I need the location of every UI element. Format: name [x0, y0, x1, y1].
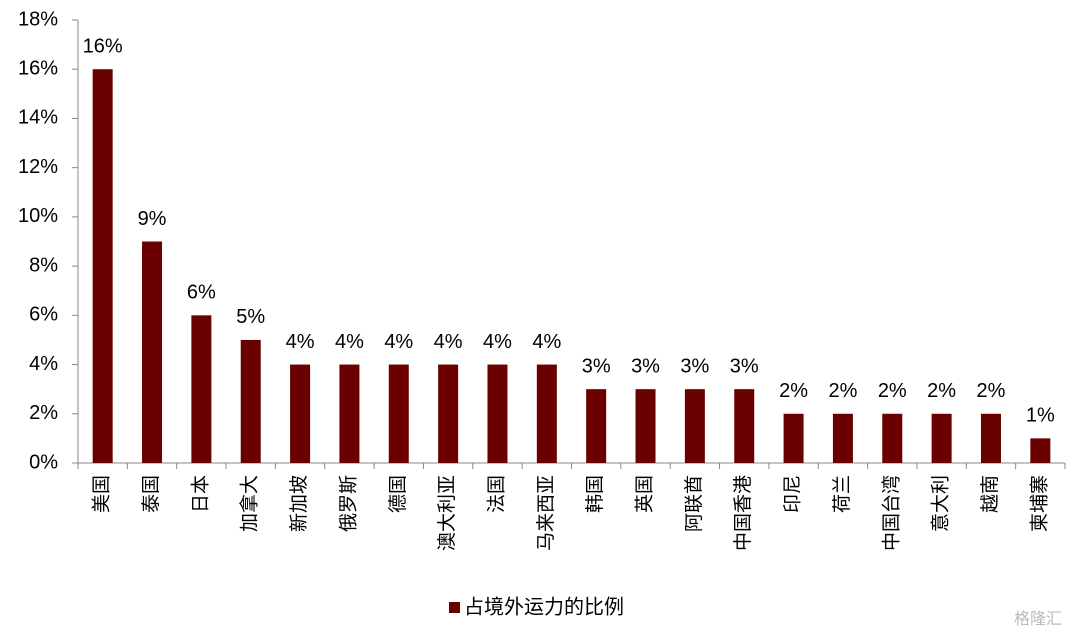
- y-tick-label: 16%: [18, 58, 58, 80]
- bar: [882, 413, 903, 463]
- bar: [92, 69, 113, 463]
- data-label: 16%: [83, 36, 123, 58]
- data-label: 2%: [927, 380, 956, 402]
- x-tick-label: 中国台湾: [880, 475, 902, 551]
- x-tick-label: 意大利: [930, 475, 952, 532]
- bar: [240, 339, 261, 463]
- data-label: 2%: [779, 380, 808, 402]
- y-tick-label: 12%: [18, 156, 58, 178]
- data-label: 6%: [187, 282, 216, 304]
- legend-label: 占境外运力的比例: [464, 595, 624, 618]
- x-tick-label: 法国: [485, 475, 507, 513]
- bar: [191, 315, 212, 463]
- bar: [388, 364, 409, 463]
- bar: [586, 389, 607, 463]
- bar: [832, 413, 853, 463]
- data-label: 3%: [680, 355, 709, 377]
- data-label: 3%: [730, 355, 759, 377]
- x-tick-label: 中国香港: [732, 475, 754, 551]
- x-tick-label: 印尼: [782, 475, 804, 513]
- x-tick-label: 阿联酋: [683, 475, 705, 532]
- data-label: 5%: [236, 306, 265, 328]
- x-tick-label: 俄罗斯: [337, 475, 359, 532]
- x-tick-label: 柬埔寨: [1028, 475, 1050, 532]
- data-label: 4%: [434, 331, 463, 353]
- data-label: 3%: [582, 355, 611, 377]
- data-label: 2%: [878, 380, 907, 402]
- x-tick-label: 荷兰: [831, 475, 853, 513]
- y-tick-label: 14%: [18, 107, 58, 129]
- y-tick-label: 6%: [29, 304, 58, 326]
- y-tick-label: 8%: [29, 254, 58, 276]
- y-tick-label: 2%: [29, 402, 58, 424]
- bar: [438, 364, 459, 463]
- y-tick-label: 0%: [29, 451, 58, 473]
- y-tick-label: 10%: [18, 205, 58, 227]
- data-label: 1%: [1026, 405, 1055, 427]
- x-tick-label: 韩国: [584, 475, 606, 513]
- bar: [635, 389, 656, 463]
- legend-swatch: [449, 602, 460, 613]
- data-label: 4%: [384, 331, 413, 353]
- bar: [734, 389, 755, 463]
- watermark: 格隆汇: [1014, 610, 1062, 628]
- bar: [142, 241, 163, 463]
- bar: [1030, 438, 1051, 463]
- data-label: 3%: [631, 355, 660, 377]
- x-tick-label: 美国: [91, 475, 113, 513]
- y-tick-label: 18%: [18, 8, 58, 30]
- data-label: 4%: [532, 331, 561, 353]
- x-tick-label: 泰国: [140, 475, 162, 513]
- data-label: 2%: [828, 380, 857, 402]
- bar: [684, 389, 705, 463]
- data-label: 4%: [335, 331, 364, 353]
- bar: [536, 364, 557, 463]
- x-tick-label: 越南: [979, 475, 1001, 513]
- x-tick-label: 澳大利亚: [436, 475, 458, 551]
- bar: [931, 413, 952, 463]
- bar: [339, 364, 360, 463]
- data-label: 4%: [286, 331, 315, 353]
- x-tick-label: 加拿大: [238, 475, 261, 532]
- data-label: 9%: [138, 208, 167, 230]
- data-label: 4%: [483, 331, 512, 353]
- bar: [980, 413, 1001, 463]
- x-tick-label: 德国: [387, 475, 409, 513]
- y-tick-label: 4%: [29, 353, 58, 375]
- x-tick-label: 新加坡: [288, 475, 310, 532]
- data-label: 2%: [977, 380, 1006, 402]
- x-tick-label: 日本: [189, 475, 211, 513]
- bar: [290, 364, 311, 463]
- x-tick-label: 英国: [634, 475, 656, 513]
- bar: [487, 364, 508, 463]
- bar: [783, 413, 804, 463]
- x-tick-label: 马来西亚: [535, 475, 557, 551]
